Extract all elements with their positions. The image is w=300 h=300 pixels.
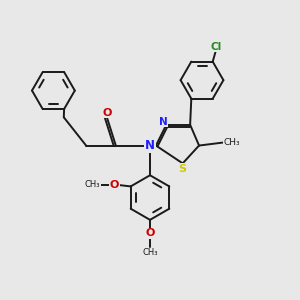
Text: CH₃: CH₃ <box>224 138 240 147</box>
Text: CH₃: CH₃ <box>142 248 158 257</box>
Text: O: O <box>145 228 155 238</box>
Text: N: N <box>159 117 168 127</box>
Text: S: S <box>179 164 187 174</box>
Text: CH₃: CH₃ <box>85 180 100 189</box>
Text: O: O <box>110 180 119 190</box>
Text: Cl: Cl <box>210 42 221 52</box>
Text: N: N <box>145 139 155 152</box>
Text: O: O <box>102 108 112 118</box>
